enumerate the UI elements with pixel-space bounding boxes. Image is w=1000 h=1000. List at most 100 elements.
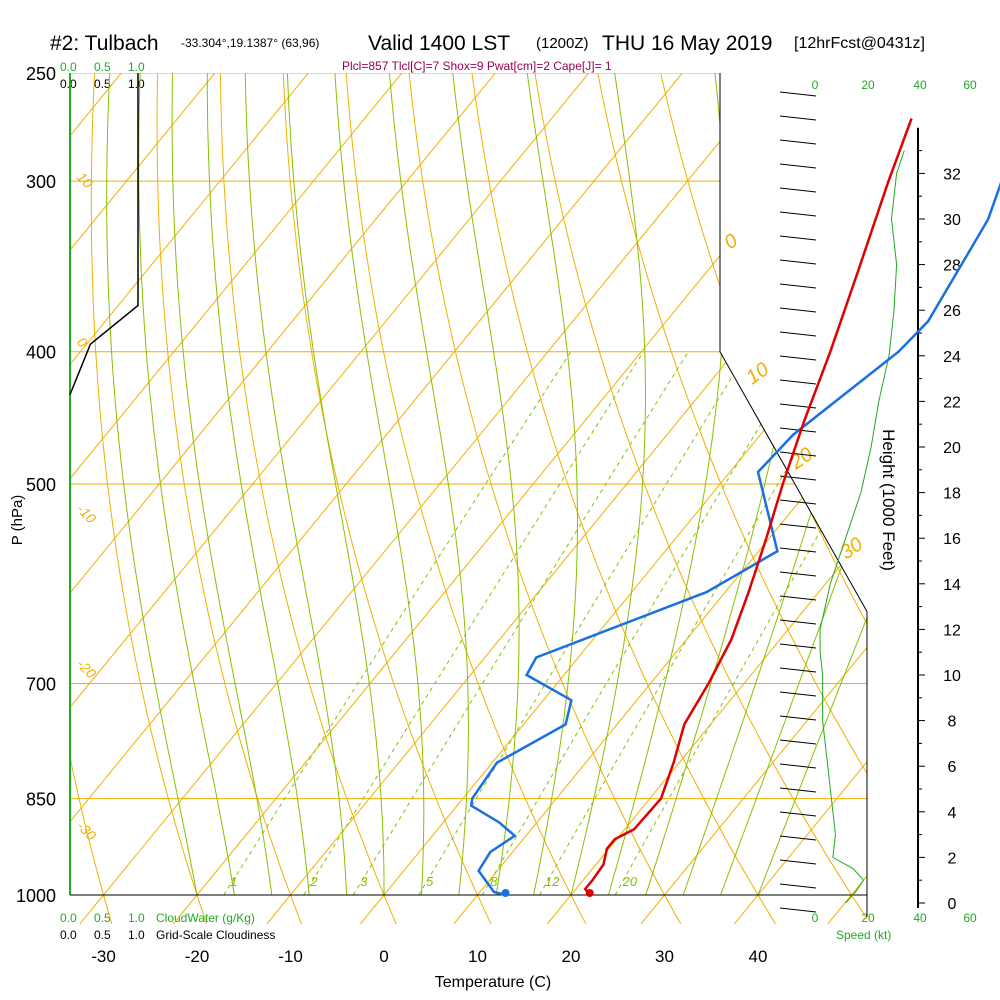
isotherm-line [70, 73, 137, 925]
wind-barb [779, 355, 817, 361]
height-tick-label: 22 [943, 394, 961, 411]
zulu-time: (1200Z) [536, 35, 589, 52]
speed-tick-bottom-1: 20 [861, 911, 875, 925]
pressure-tick-label: 700 [26, 675, 56, 695]
mixing-ratio-label: 2 [309, 874, 318, 889]
height-tick-label: 0 [948, 896, 957, 913]
moist-adiabat-line [244, 73, 348, 896]
height-tick-label: 16 [943, 531, 961, 548]
cloudiness-line [69, 73, 139, 395]
temperature-line [583, 118, 913, 896]
dry-adiabat-line [530, 73, 867, 925]
speed-tick-top-0: 0 [812, 78, 819, 92]
speed-tick-top-3: 60 [963, 78, 977, 92]
mixing-ratio-line [481, 351, 806, 896]
height-axis-label: Height (1000 Feet) [879, 429, 898, 571]
plot-right-boundary [719, 73, 868, 917]
dry-adiabat-line [281, 73, 492, 925]
wind-barb [779, 451, 817, 457]
wind-barb [779, 907, 817, 913]
wind-barb [779, 859, 817, 865]
isotherm-line [266, 73, 867, 925]
wind-barb [779, 667, 817, 673]
wind-barb [779, 739, 817, 745]
cloudiness-top-1: 0.5 [94, 77, 111, 91]
cloudiness-label: Grid-Scale Cloudiness [156, 928, 275, 942]
mixing-ratio-label: 5 [426, 874, 434, 889]
mixing-ratio-line [614, 351, 867, 896]
moist-adiabat-line [206, 73, 310, 896]
height-tick-label: 4 [948, 805, 957, 822]
mixing-ratio-label: 1 [230, 874, 237, 889]
theta-label: -10 [74, 501, 100, 527]
height-tick-label: 14 [943, 577, 961, 594]
height-tick-label: 28 [943, 258, 961, 275]
theta-e-label: 10 [742, 358, 773, 389]
station-title: #2: Tulbach [50, 32, 159, 55]
isotherm-line [70, 73, 230, 925]
forecast-run: [12hrFcst@0431z] [794, 35, 925, 52]
cloudwater-top-2: 1.0 [128, 60, 145, 74]
wind-barb [779, 163, 817, 169]
isotherm-line [546, 73, 867, 925]
isotherm-line [70, 73, 698, 925]
station-coords: -33.304°,19.1387° (63,96) [181, 36, 319, 50]
isotherm-line [359, 73, 867, 925]
speed-axis-label: Speed (kt) [836, 928, 891, 942]
cloudwater-top-0: 0.0 [60, 60, 77, 74]
mixing-ratio-line [223, 351, 572, 896]
cloudwater-bottom-2: 1.0 [128, 911, 145, 925]
plot-area [70, 0, 1000, 925]
forecast-date: THU 16 May 2019 [602, 32, 772, 55]
speed-tick-bottom-2: 40 [913, 911, 927, 925]
mixing-ratio-label: 8 [490, 874, 498, 889]
dry-adiabat-line [219, 73, 397, 925]
wind-speed-line [819, 150, 905, 904]
height-tick-label: 26 [943, 303, 961, 320]
temperature-tick-label: 0 [379, 947, 388, 966]
wind-barb [779, 547, 817, 553]
wind-barb [779, 883, 817, 889]
wind-barb [779, 763, 817, 769]
dry-adiabat-line [841, 73, 867, 925]
isotherm-line [70, 73, 324, 925]
valid-time: Valid 1400 LST [368, 32, 510, 55]
mixing-ratio-line [303, 351, 644, 896]
height-tick-label: 30 [943, 212, 961, 229]
isotherm-line [921, 0, 1000, 924]
cloudiness-bottom-0: 0.0 [60, 928, 77, 942]
wind-barb [779, 595, 817, 601]
mixing-ratio-line [539, 351, 857, 896]
isotherm-line [827, 73, 867, 925]
moist-adiabat-line [138, 73, 235, 896]
wind-barb [779, 835, 817, 841]
moist-adiabat-line [526, 73, 578, 896]
dry-adiabat-line [70, 73, 113, 925]
wind-barb [779, 331, 817, 337]
cloudiness-bottom-1: 0.5 [94, 928, 111, 942]
theta-e-label: 0 [720, 230, 742, 254]
isotherm-line [70, 73, 791, 925]
cloudiness-bottom-2: 1.0 [128, 928, 145, 942]
pressure-tick-label: 300 [26, 172, 56, 192]
height-tick-label: 24 [943, 349, 961, 366]
wind-barb [779, 523, 817, 529]
y-axis-label: P (hPa) [9, 495, 26, 546]
height-tick-label: 6 [948, 759, 957, 776]
moist-adiabat-line [171, 73, 273, 896]
cloudwater-bottom-1: 0.5 [94, 911, 111, 925]
wind-barb [779, 211, 817, 217]
speed-tick-bottom-3: 60 [963, 911, 977, 925]
dry-adiabat-line [966, 49, 1000, 924]
cloudwater-top-1: 0.5 [94, 60, 111, 74]
temperature-tick-label: 30 [655, 947, 674, 966]
wind-barb [779, 619, 817, 625]
wind-barb [779, 91, 817, 97]
pressure-tick-label: 1000 [16, 886, 56, 906]
wind-barb [779, 571, 817, 577]
isotherm-line [172, 73, 867, 925]
dry-adiabat-line [90, 73, 208, 925]
dewpoint-line [469, 181, 1000, 897]
theta-label: -20 [74, 656, 100, 682]
wind-barb [779, 235, 817, 241]
